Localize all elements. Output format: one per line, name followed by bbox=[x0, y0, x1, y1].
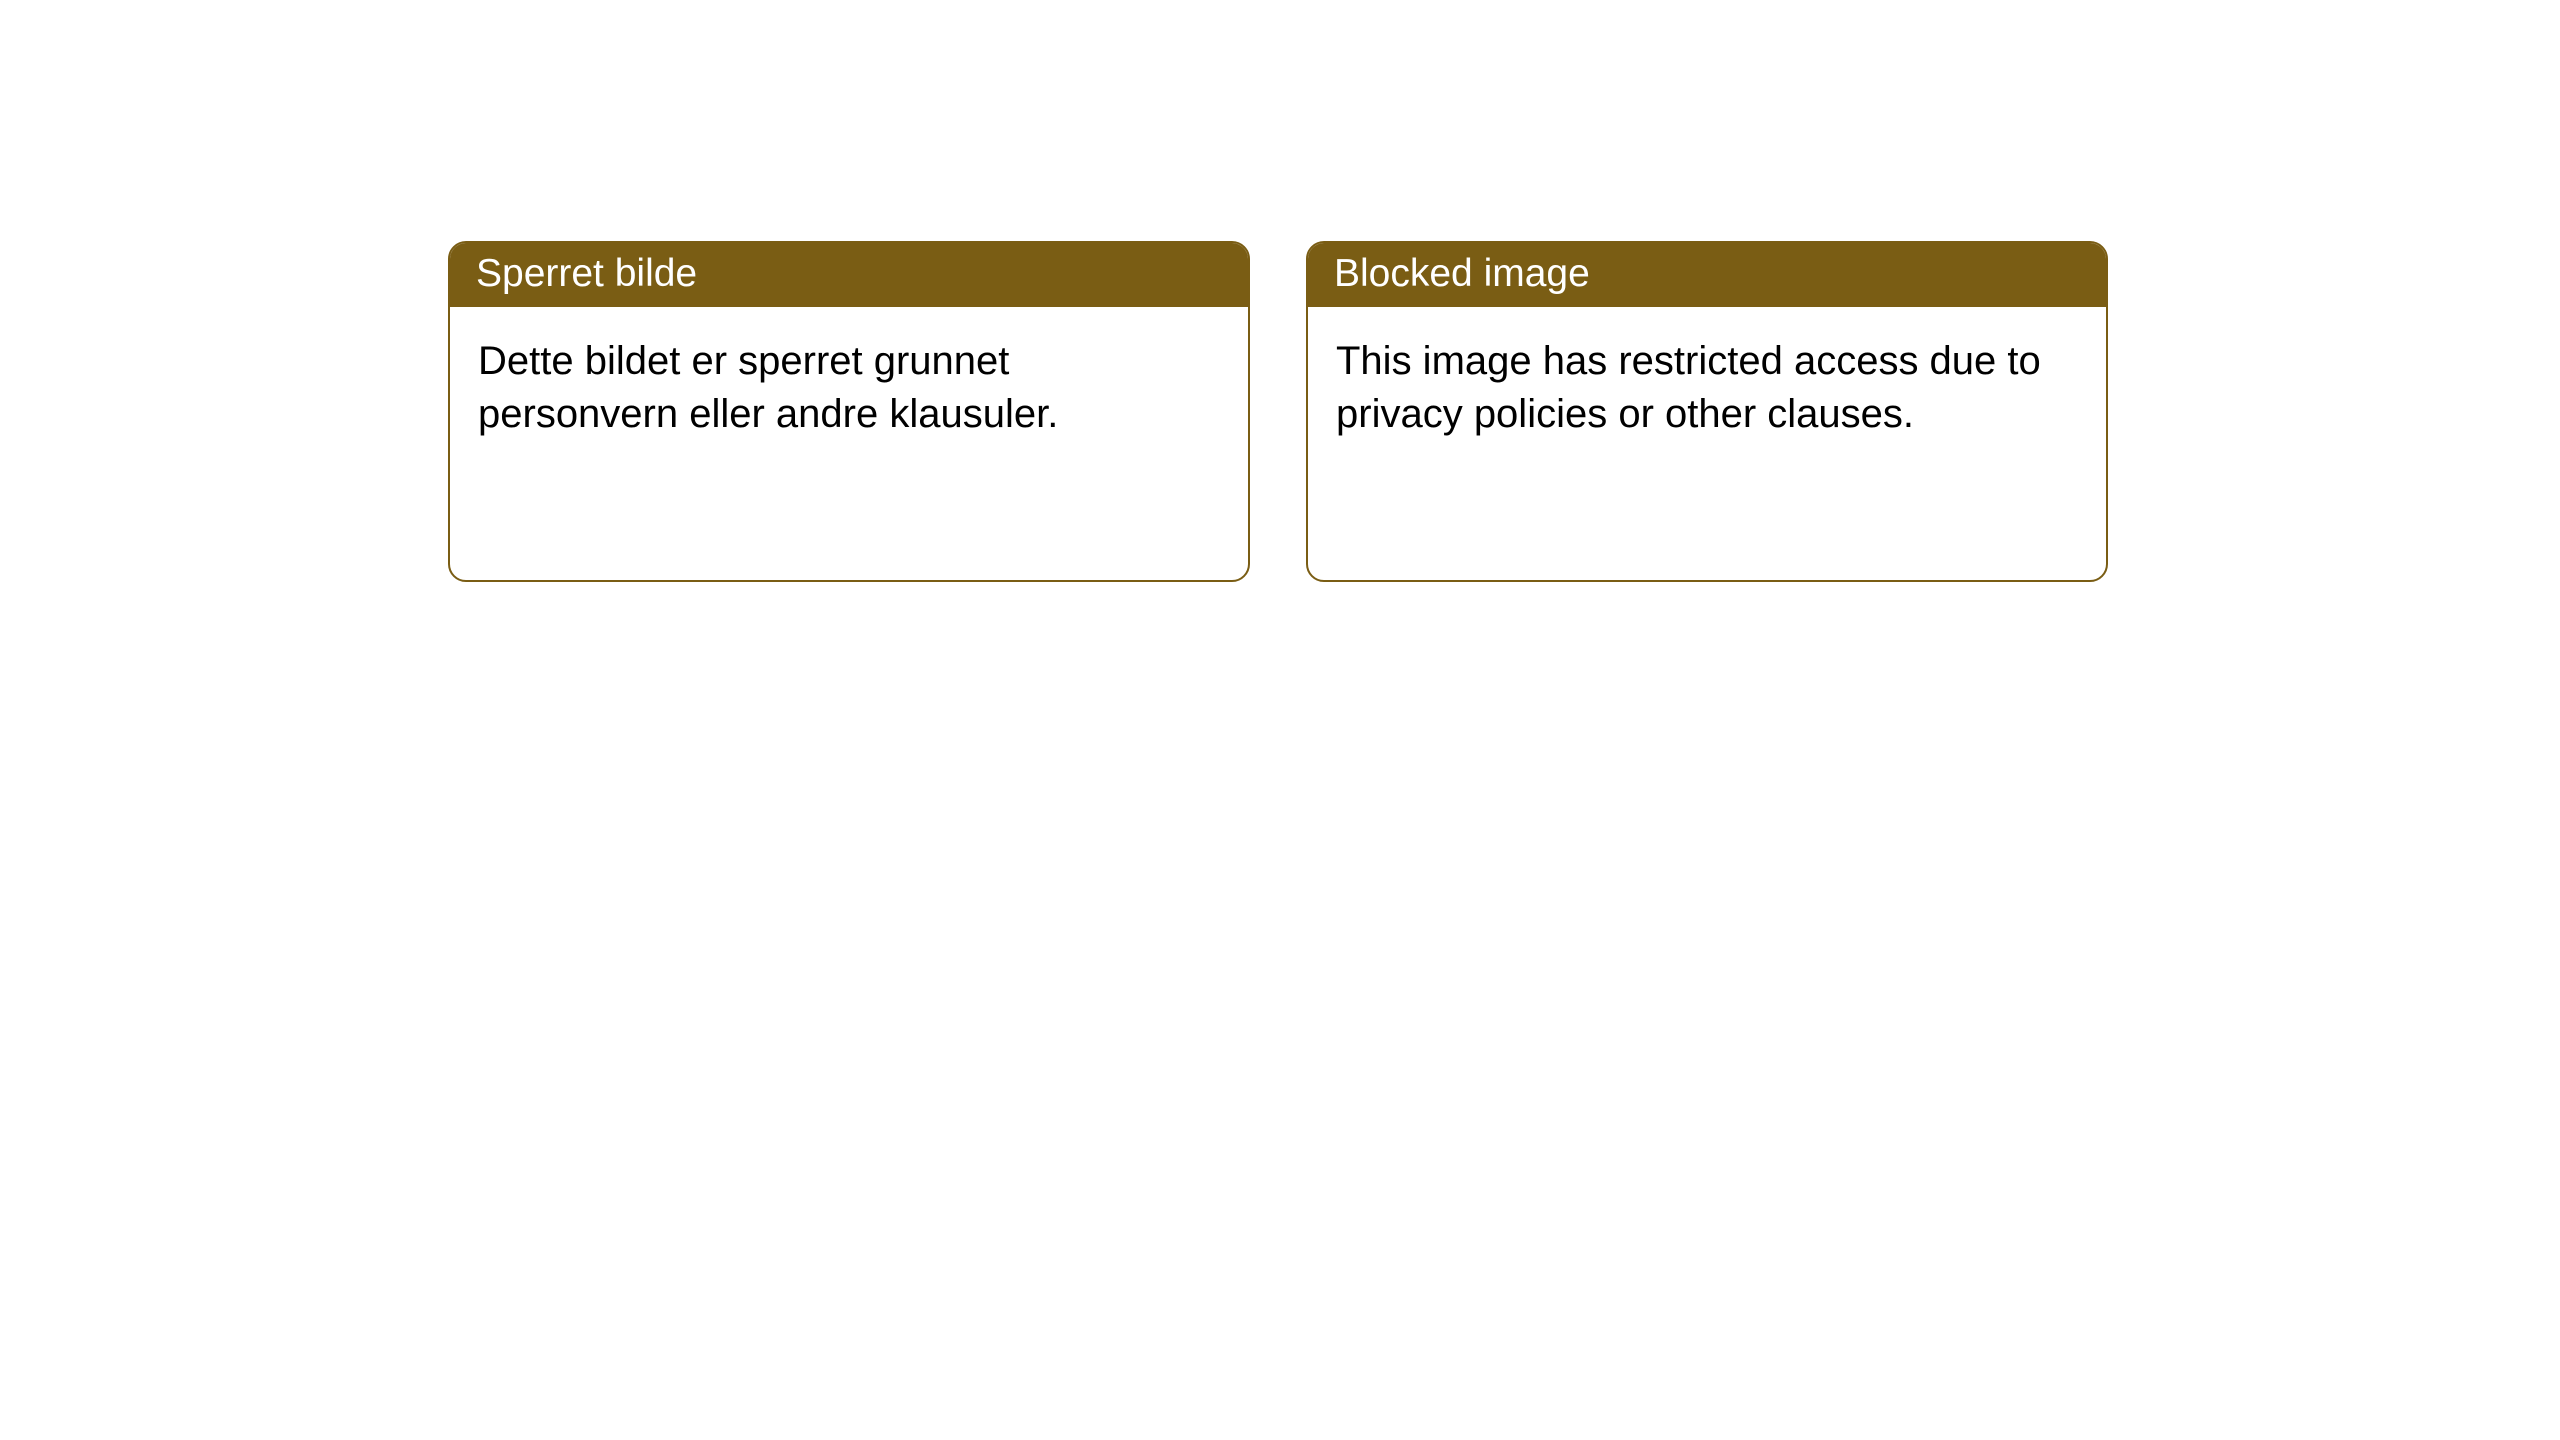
notice-card-english: Blocked image This image has restricted … bbox=[1306, 241, 2108, 582]
notice-body-english: This image has restricted access due to … bbox=[1308, 307, 2106, 580]
notice-container: Sperret bilde Dette bildet er sperret gr… bbox=[448, 241, 2108, 582]
notice-card-norwegian: Sperret bilde Dette bildet er sperret gr… bbox=[448, 241, 1250, 582]
notice-header-english: Blocked image bbox=[1308, 243, 2106, 307]
notice-body-norwegian: Dette bildet er sperret grunnet personve… bbox=[450, 307, 1248, 580]
notice-header-norwegian: Sperret bilde bbox=[450, 243, 1248, 307]
